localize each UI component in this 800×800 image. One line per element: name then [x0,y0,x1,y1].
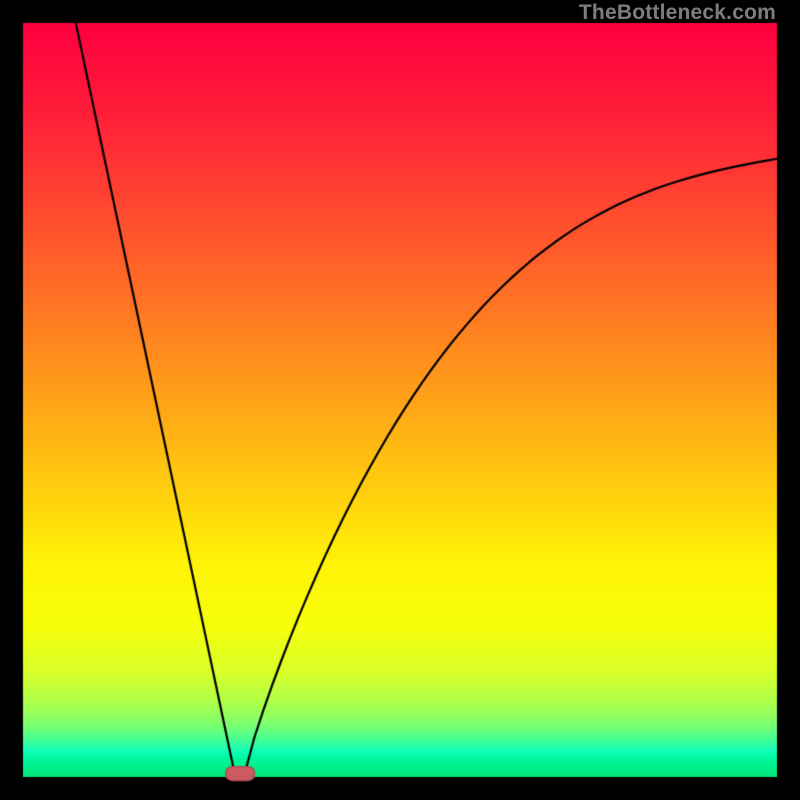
watermark-text: TheBottleneck.com [579,1,776,25]
bottleneck-chart-canvas [0,0,800,800]
